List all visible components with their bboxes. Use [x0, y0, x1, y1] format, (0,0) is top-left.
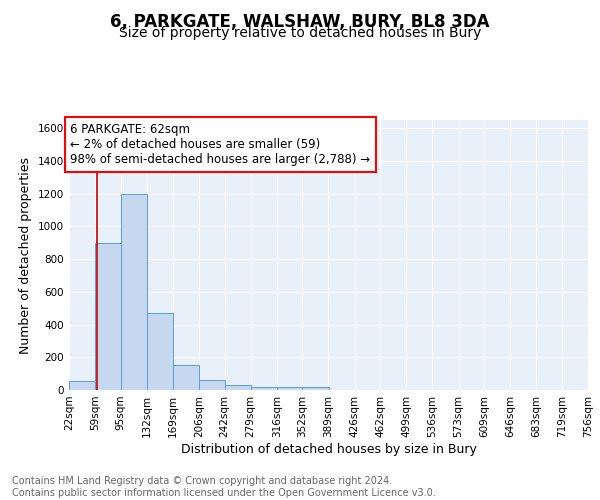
Text: Size of property relative to detached houses in Bury: Size of property relative to detached ho…	[119, 26, 481, 40]
Bar	[95, 242, 121, 390]
X-axis label: Distribution of detached houses by size in Bury: Distribution of detached houses by size …	[181, 442, 476, 456]
Y-axis label: Number of detached properties: Number of detached properties	[19, 156, 32, 354]
Bar	[173, 366, 199, 390]
Bar	[224, 385, 251, 390]
Bar	[277, 387, 302, 390]
Text: 6 PARKGATE: 62sqm
← 2% of detached houses are smaller (59)
98% of semi-detached : 6 PARKGATE: 62sqm ← 2% of detached house…	[70, 124, 371, 166]
Text: Contains HM Land Registry data © Crown copyright and database right 2024.
Contai: Contains HM Land Registry data © Crown c…	[12, 476, 436, 498]
Bar	[69, 381, 95, 390]
Bar	[251, 386, 277, 390]
Text: 6, PARKGATE, WALSHAW, BURY, BL8 3DA: 6, PARKGATE, WALSHAW, BURY, BL8 3DA	[110, 12, 490, 30]
Bar	[199, 380, 224, 390]
Bar	[121, 194, 147, 390]
Bar	[302, 386, 329, 390]
Bar	[147, 313, 173, 390]
